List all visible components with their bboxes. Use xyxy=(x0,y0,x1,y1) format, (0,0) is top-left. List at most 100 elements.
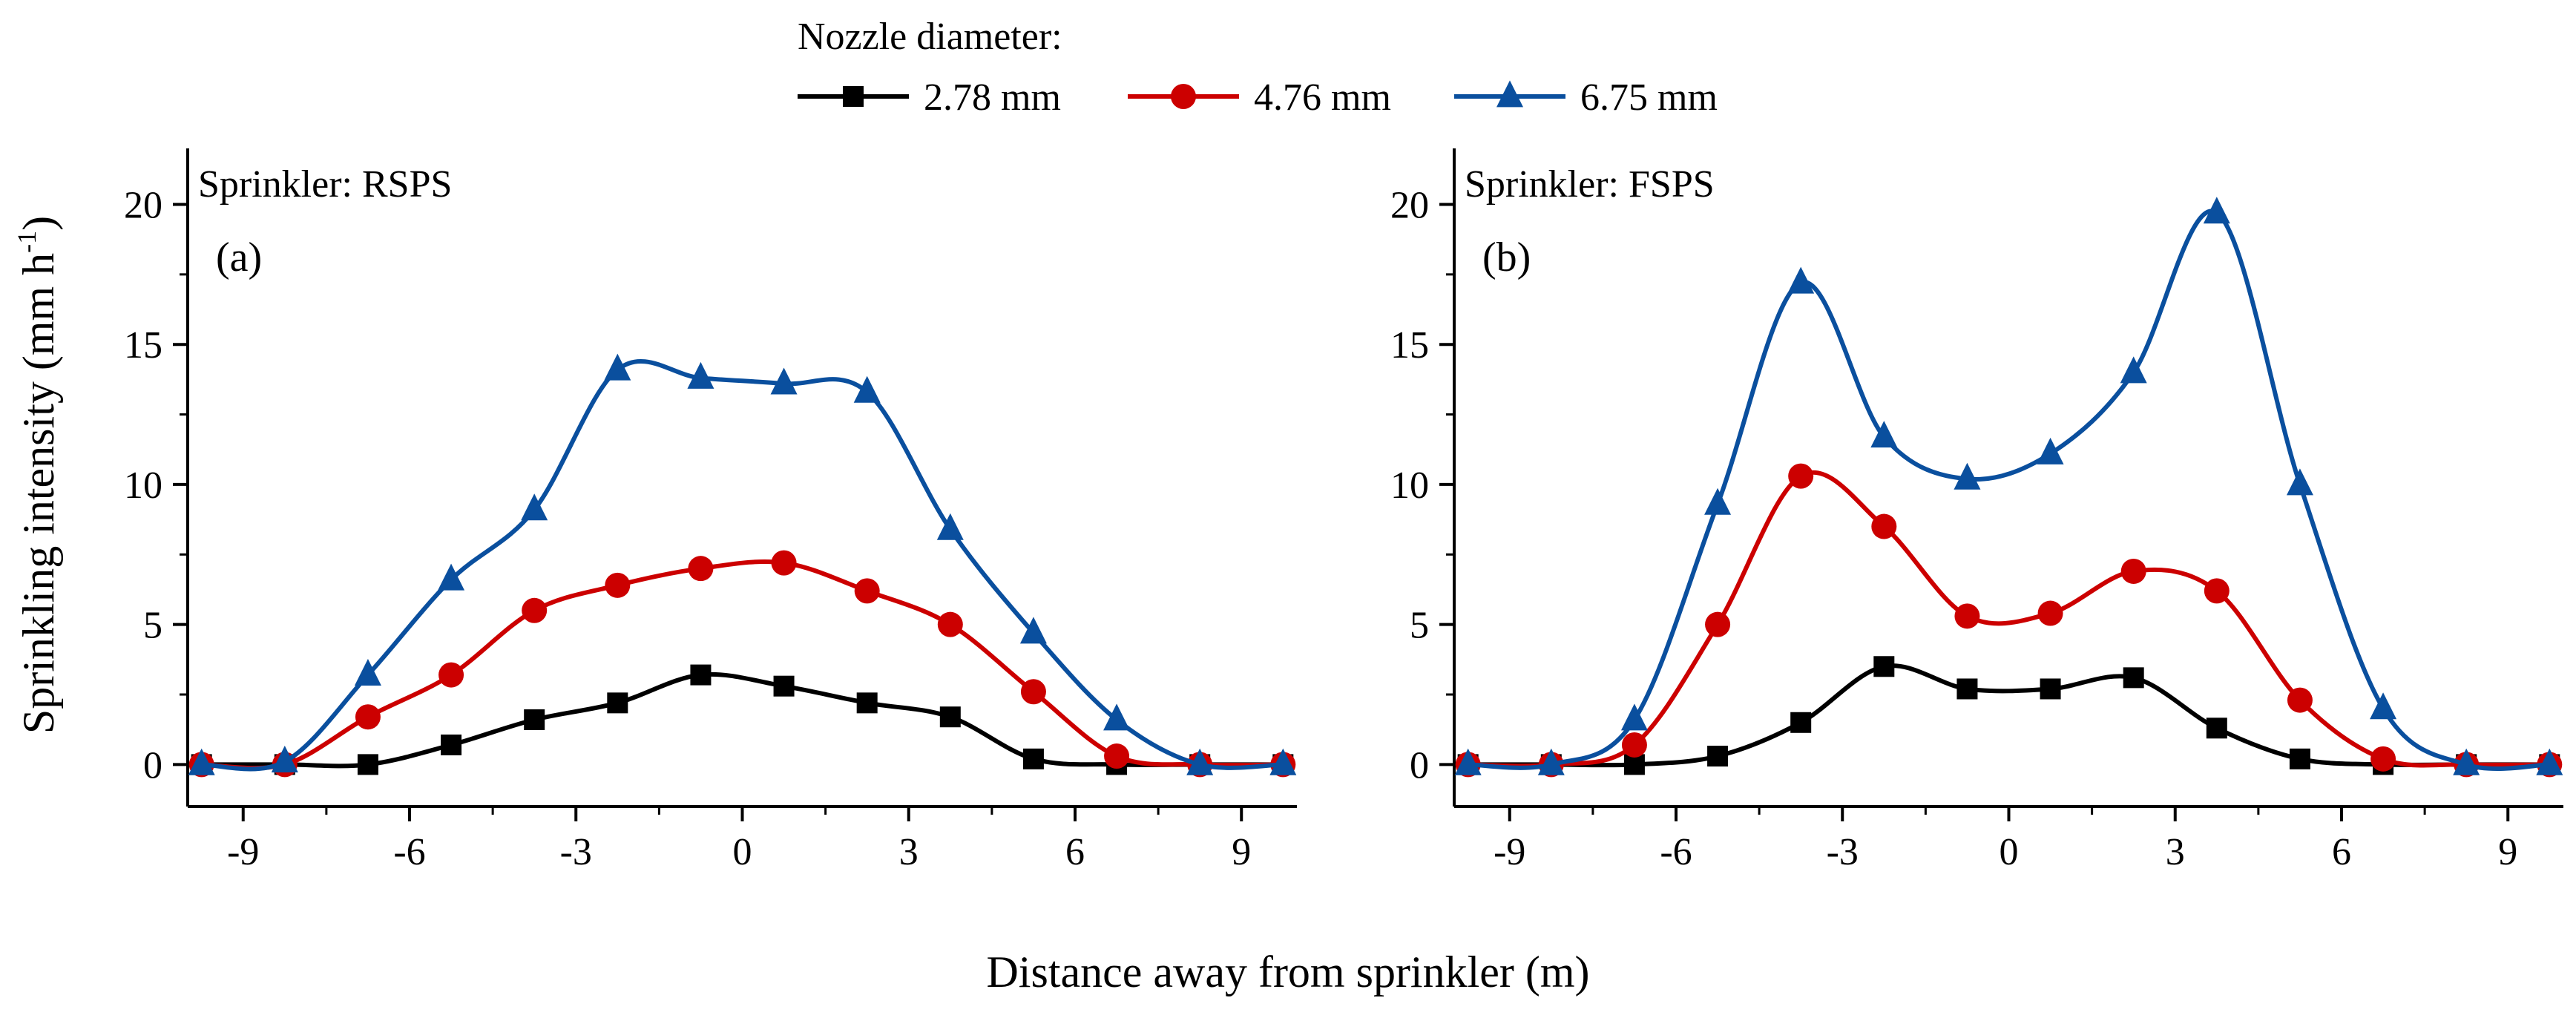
data-point xyxy=(854,578,880,604)
x-tick-label: 9 xyxy=(1232,831,1251,873)
data-point xyxy=(1871,513,1897,539)
data-point xyxy=(2204,578,2230,604)
data-point xyxy=(1623,754,1645,775)
data-point xyxy=(1787,266,1815,294)
data-point xyxy=(605,572,631,598)
data-point xyxy=(1269,748,1297,775)
data-point xyxy=(1788,463,1814,489)
data-point xyxy=(939,706,961,728)
x-tick-label: -6 xyxy=(393,831,425,873)
data-point xyxy=(2203,197,2230,224)
data-point xyxy=(524,709,545,730)
data-point xyxy=(2286,468,2313,496)
data-point xyxy=(2040,678,2061,700)
data-point xyxy=(1022,748,1044,769)
data-point xyxy=(2289,748,2310,769)
x-tick-label: 6 xyxy=(1065,831,1085,873)
y-axis-title-sup: -1 xyxy=(12,231,42,253)
series-b-square xyxy=(1457,656,2560,775)
x-tick-label: -6 xyxy=(1660,831,1692,873)
data-point xyxy=(853,375,881,403)
x-tick-label: 9 xyxy=(2498,831,2517,873)
data-point xyxy=(1454,748,1482,775)
panel-b: -9 -6 -3 0 3 6 9 0 5 10 15 20 Sprinkler: FSPS (b) xyxy=(1390,148,2563,873)
data-point xyxy=(438,662,464,688)
series-line xyxy=(201,359,1284,772)
data-point xyxy=(1104,743,1130,769)
series-b-triangle xyxy=(1454,197,2563,775)
legend-label: 6.75 mm xyxy=(1580,76,1718,119)
data-point xyxy=(773,675,795,697)
y-tick-label: 0 xyxy=(143,744,162,787)
data-point xyxy=(438,563,465,591)
data-point xyxy=(2037,600,2063,626)
panel-tag-a: (a) xyxy=(216,234,262,280)
y-axis-title: Sprinkling intensity (mm h-1) xyxy=(12,216,63,734)
data-point xyxy=(2206,717,2227,739)
legend-title: Nozzle diameter: xyxy=(798,16,1062,58)
y-tick-label: 15 xyxy=(1390,324,1429,367)
data-point xyxy=(1790,712,1812,733)
data-point xyxy=(1954,603,1980,629)
data-point xyxy=(2120,558,2146,584)
legend: Nozzle diameter: 2.78 mm 4.76 mm 6.75 mm xyxy=(798,16,1718,119)
data-point xyxy=(521,493,548,521)
data-point xyxy=(1705,611,1731,637)
panel-label-a: Sprinkler: RSPS xyxy=(198,163,452,206)
data-point xyxy=(522,597,548,623)
data-point xyxy=(770,367,798,395)
data-point xyxy=(2287,687,2313,713)
y-tick-label: 20 xyxy=(1390,184,1429,226)
data-point xyxy=(1537,748,1565,775)
legend-marker xyxy=(1171,84,1196,109)
series-a-triangle xyxy=(188,353,1297,775)
x-tick-label: 0 xyxy=(2000,831,2019,873)
data-point xyxy=(687,361,714,389)
legend-label: 4.76 mm xyxy=(1254,76,1391,119)
x-tick-label: -3 xyxy=(560,831,592,873)
data-point xyxy=(1103,703,1131,731)
legend-label: 2.78 mm xyxy=(924,76,1061,119)
data-point xyxy=(357,754,378,775)
data-point xyxy=(690,664,712,686)
x-tick-label: 3 xyxy=(2166,831,2185,873)
data-point xyxy=(1873,656,1895,677)
y-tick-label: 5 xyxy=(1410,605,1429,647)
data-point xyxy=(2536,748,2563,775)
data-point xyxy=(2370,746,2396,772)
series-line xyxy=(1468,663,2550,768)
data-point xyxy=(1020,679,1046,705)
legend-item: 2.78 mm xyxy=(798,76,1061,119)
data-point xyxy=(1954,462,1981,490)
data-point xyxy=(2123,667,2144,689)
data-point xyxy=(441,734,462,755)
panel-tag-b: (b) xyxy=(1482,234,1531,280)
data-point xyxy=(688,556,714,582)
data-point xyxy=(604,353,631,381)
series-a-circle xyxy=(188,550,1296,778)
legend-marker xyxy=(1496,80,1523,108)
data-point xyxy=(271,746,298,773)
y-tick-label: 10 xyxy=(124,464,162,507)
data-point xyxy=(1707,746,1729,767)
data-point xyxy=(2120,356,2147,384)
data-point xyxy=(188,748,215,775)
data-point xyxy=(2370,692,2397,720)
y-axis-title-close: ) xyxy=(14,216,63,231)
data-point xyxy=(771,550,797,576)
x-tick-label: -9 xyxy=(1494,831,1525,873)
y-tick-label: 20 xyxy=(124,184,162,226)
x-tick-label: 0 xyxy=(733,831,752,873)
panel-label-b: Sprinkler: FSPS xyxy=(1465,163,1715,206)
x-axis-title: Distance away from sprinkler (m) xyxy=(986,948,1589,996)
x-tick-label: 3 xyxy=(899,831,919,873)
series-line xyxy=(1468,208,2550,771)
data-point xyxy=(355,704,381,730)
axes-a: -9 -6 -3 0 3 6 9 0 5 10 15 20 xyxy=(124,148,1297,873)
axes-b: -9 -6 -3 0 3 6 9 0 5 10 15 20 xyxy=(1390,148,2563,873)
data-point xyxy=(1620,703,1648,731)
data-point xyxy=(1621,732,1647,758)
data-point xyxy=(1956,678,1978,700)
y-tick-label: 10 xyxy=(1390,464,1429,507)
